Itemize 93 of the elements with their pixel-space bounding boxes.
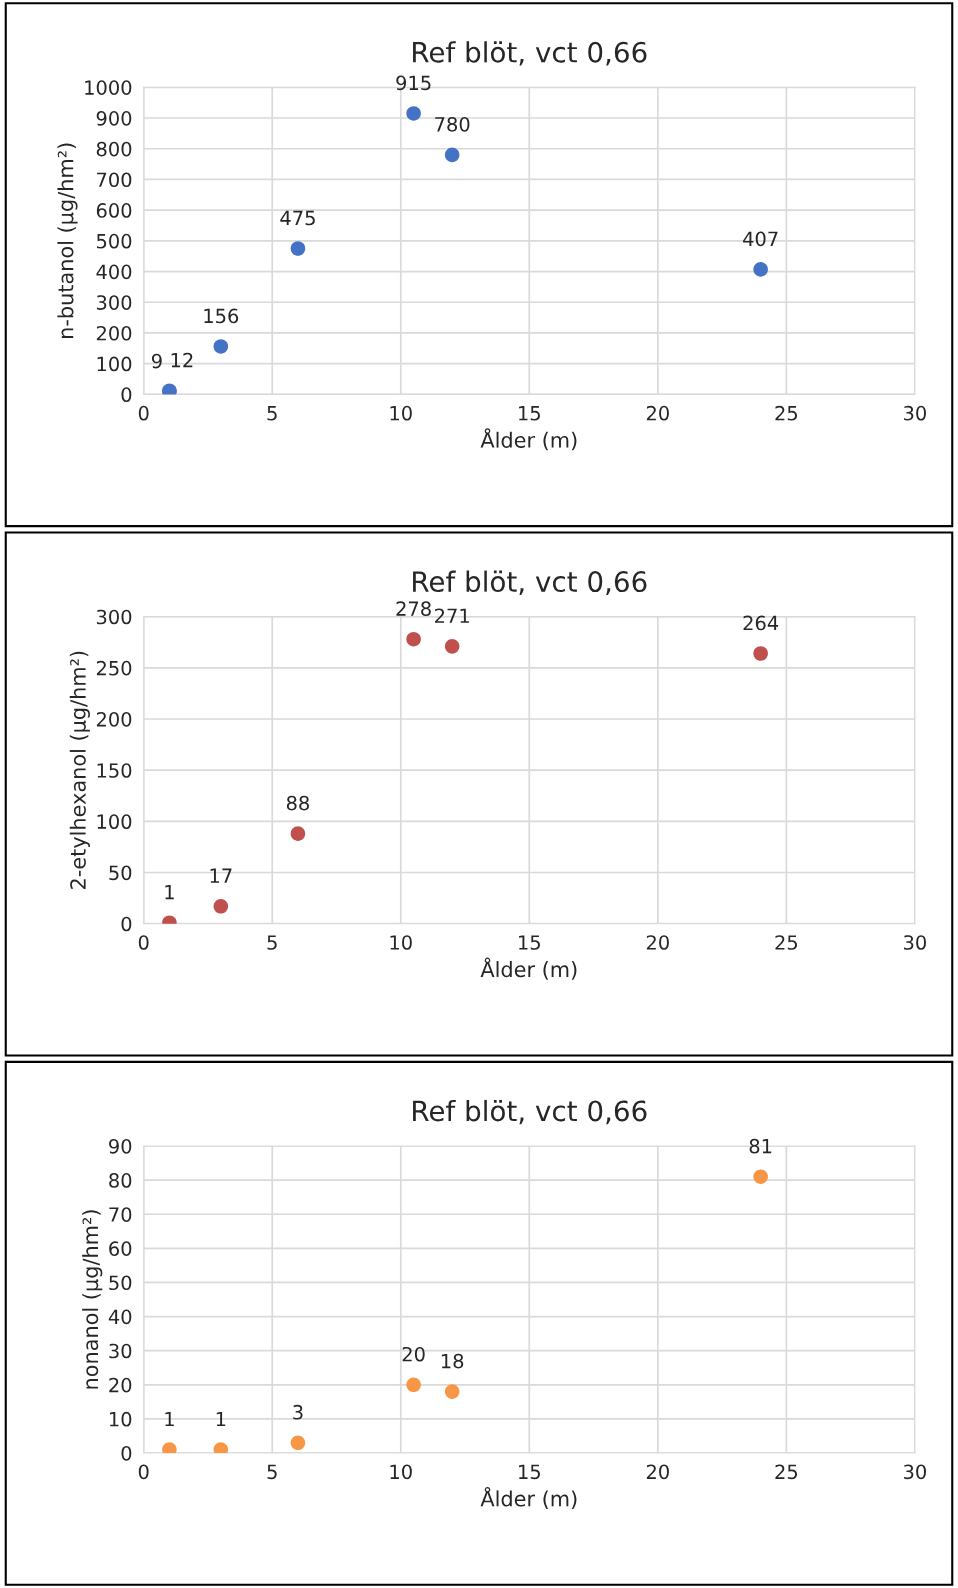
x-tick-label: 30	[904, 935, 926, 950]
y-tick-label: 10	[109, 1411, 132, 1427]
x-axis-title: Ålder (m)	[480, 428, 577, 451]
y-tick-label: 40	[108, 1309, 132, 1325]
x-tick-label: 25	[775, 1464, 798, 1480]
y-tick-label: 70	[109, 1207, 132, 1222]
y-tick-label: 700	[97, 172, 132, 188]
y-tick-label: 200	[96, 325, 132, 341]
x-tick-label: 10	[390, 405, 412, 421]
data-label: 475	[280, 210, 315, 226]
data-label: 3	[293, 1404, 303, 1420]
point	[213, 1442, 229, 1454]
y-axis-title: nonanol (µg/hm²)	[82, 1210, 103, 1389]
x-axis-title: Ålder (m)	[480, 1486, 577, 1510]
x-tick-label: 20	[646, 1464, 669, 1480]
y-tick-label: 100	[97, 814, 132, 830]
x-tick-label: 0	[138, 405, 149, 421]
point	[444, 1384, 460, 1399]
point	[162, 1442, 177, 1454]
point	[753, 646, 768, 661]
x-tick-label: 25	[775, 935, 798, 950]
data-label: 88	[286, 795, 309, 811]
chart-title: Ref blöt, vct 0,66	[413, 41, 647, 66]
y-axis-title: n-butanol (µg/hm²)	[57, 143, 78, 338]
point	[290, 1435, 306, 1451]
y-tick-label: 30	[109, 1343, 132, 1359]
x-tick-label: 5	[267, 406, 277, 421]
data-label: 271	[435, 608, 469, 623]
data-label: 156	[204, 308, 239, 324]
y-tick-label: 50	[109, 1275, 132, 1291]
point	[406, 106, 421, 121]
point	[444, 147, 460, 163]
y-axis-title: 2-etylhexanol (µg/hm²)	[69, 651, 90, 889]
point	[406, 1377, 421, 1393]
data-label: 81	[749, 1138, 772, 1154]
data-label: 915	[396, 75, 431, 91]
data-label: 18	[441, 1353, 464, 1369]
data-label: 264	[743, 615, 779, 631]
x-tick-label: 10	[390, 1464, 412, 1480]
point	[290, 826, 306, 841]
data-label: 278	[396, 601, 431, 616]
y-tick-label: 300	[96, 295, 132, 310]
point	[406, 631, 421, 647]
point	[753, 262, 768, 277]
data-label: 1	[165, 1411, 174, 1427]
y-tick-label: 100	[97, 356, 132, 372]
y-tick-label: 90	[109, 1138, 132, 1154]
y-tick-label: 200	[96, 711, 132, 727]
x-tick-label: 0	[138, 1464, 149, 1480]
y-tick-label: 20	[109, 1377, 132, 1393]
data-label: 780	[435, 116, 470, 132]
y-tick-label: 50	[109, 865, 132, 881]
x-tick-label: 25	[775, 405, 798, 421]
point	[444, 639, 460, 654]
data-label: 1	[216, 1411, 226, 1427]
data-label: 17	[210, 868, 232, 883]
y-tick-label: 800	[96, 141, 132, 157]
y-tick-label: 500	[96, 233, 132, 249]
chart-title: Ref blöt, vct 0,66	[413, 570, 647, 595]
x-tick-label: 15	[519, 406, 540, 421]
x-tick-label: 20	[646, 405, 669, 421]
x-tick-label: 20	[646, 935, 669, 950]
x-tick-label: 30	[904, 405, 926, 421]
y-tick-label: 600	[96, 203, 132, 218]
x-axis-title: Ålder (m)	[480, 957, 577, 980]
x-tick-label: 15	[519, 1464, 540, 1480]
x-tick-label: 0	[138, 935, 149, 950]
data-label: 20	[402, 1346, 425, 1362]
y-tick-label: 0	[121, 916, 132, 932]
y-tick-label: 250	[96, 660, 132, 676]
x-tick-label: 30	[904, 1464, 926, 1480]
point	[290, 241, 306, 256]
y-tick-label: 300	[96, 609, 132, 625]
y-tick-label: 1000	[85, 80, 132, 95]
x-tick-label: 5	[267, 935, 277, 950]
point	[753, 1169, 768, 1184]
point	[213, 339, 229, 354]
data-label: 12	[171, 352, 193, 368]
data-label: 407	[743, 231, 778, 247]
y-tick-label: 60	[109, 1241, 132, 1257]
y-tick-label: 900	[96, 111, 132, 126]
y-tick-label: 150	[97, 763, 132, 778]
data-label: 9	[151, 353, 162, 369]
chart-title: Ref blöt, vct 0,66	[413, 1099, 647, 1125]
x-tick-label: 15	[519, 935, 540, 950]
y-tick-label: 80	[109, 1173, 132, 1188]
y-tick-label: 0	[121, 387, 132, 403]
y-tick-label: 0	[121, 1445, 132, 1461]
x-tick-label: 5	[267, 1464, 277, 1480]
x-tick-label: 10	[390, 935, 412, 950]
data-label: 1	[165, 885, 174, 900]
y-tick-label: 400	[96, 264, 132, 280]
point	[213, 899, 229, 914]
